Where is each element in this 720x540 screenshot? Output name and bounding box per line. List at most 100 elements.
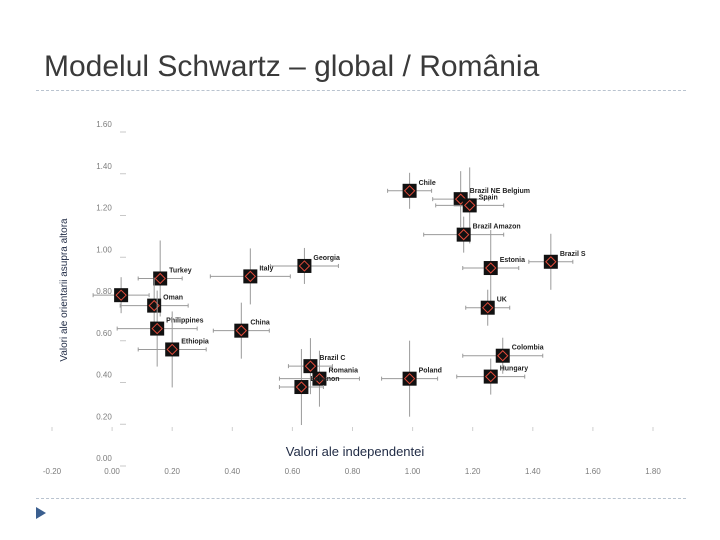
data-point: Hungary xyxy=(456,358,528,395)
data-point: China xyxy=(212,302,270,359)
point-diamond xyxy=(295,381,308,393)
x-tick-label: 1.40 xyxy=(525,467,541,476)
point-diamond xyxy=(166,343,178,356)
data-point: Philippines xyxy=(116,290,204,367)
title-divider xyxy=(36,90,686,91)
data-point: Brazil S xyxy=(528,233,586,290)
point-diamond xyxy=(497,350,509,362)
point-marker xyxy=(456,227,471,242)
point-marker xyxy=(303,359,318,374)
point-marker xyxy=(402,371,417,386)
y-tick-label: 1.60 xyxy=(96,120,112,129)
point-diamond xyxy=(485,262,497,274)
point-marker xyxy=(153,271,168,286)
footer-divider xyxy=(36,498,686,499)
point-marker xyxy=(234,323,249,338)
y-tick-label: 1.20 xyxy=(96,204,112,213)
data-point: Spain xyxy=(435,167,505,244)
point-label: Chile xyxy=(419,180,436,187)
point-diamond xyxy=(298,260,311,272)
point-marker xyxy=(243,269,258,284)
point-diamond xyxy=(154,272,166,285)
point-diamond xyxy=(403,185,416,197)
y-tick-label: 0.80 xyxy=(96,287,112,296)
data-point: Turkey xyxy=(137,240,192,317)
scatter-chart: 0.00 0.20 0.40 0.60 0.80 1.00 1.20 1.40 1.60 -0.… xyxy=(43,120,661,476)
data-point: Italy xyxy=(209,248,291,305)
x-axis-ticks: -0.20 0.00 0.20 0.40 0.60 0.80 1.00 1.20 1.40 1.6… xyxy=(43,427,661,476)
point-diamond xyxy=(151,322,163,335)
point-diamond xyxy=(482,301,494,314)
y-axis-ticks: 0.00 0.20 0.40 0.60 0.80 1.00 1.20 1.40 1.60 xyxy=(96,120,126,467)
y-tick-label: 1.40 xyxy=(96,162,112,171)
point-marker xyxy=(114,288,129,303)
x-tick-label: 0.80 xyxy=(345,467,361,476)
point-marker xyxy=(165,342,180,357)
data-point: Colombia xyxy=(462,337,544,374)
y-tick-label: 0.40 xyxy=(96,371,112,380)
x-tick-label: 1.60 xyxy=(585,467,601,476)
point-marker xyxy=(312,371,327,386)
data-point: Romania xyxy=(278,350,360,407)
x-tick-label: 1.20 xyxy=(465,467,481,476)
data-point: Estonia xyxy=(462,230,525,307)
point-label: Poland xyxy=(419,368,442,375)
point-label: Oman xyxy=(163,295,183,302)
point-marker xyxy=(543,254,558,269)
point-label: Spain xyxy=(479,194,498,201)
data-point: Chile xyxy=(387,172,436,209)
y-axis-label: Valori ale orientarii asupra altora xyxy=(59,218,70,362)
data-point: Lebanon xyxy=(278,349,340,426)
point-label: Brazil NE Belgium xyxy=(470,188,530,195)
data-point: Oman xyxy=(119,277,189,334)
point-diamond xyxy=(403,372,416,385)
point-marker xyxy=(462,198,477,213)
data-point: Ethiopia xyxy=(137,311,209,388)
point-label: Italy xyxy=(259,265,273,272)
x-tick-label: -0.20 xyxy=(43,467,62,476)
point-label: Philippines xyxy=(166,318,203,325)
x-tick-label: 0.20 xyxy=(164,467,180,476)
x-tick-label: 1.00 xyxy=(405,467,421,476)
point-label: Ethiopia xyxy=(181,338,209,345)
point-diamond xyxy=(545,256,557,268)
point-marker xyxy=(480,300,495,315)
x-tick-label: 0.00 xyxy=(104,467,120,476)
point-label: Lebanon xyxy=(310,376,339,383)
data-point: Georgia xyxy=(269,247,340,284)
point-marker xyxy=(483,369,498,384)
data-point: Poland xyxy=(381,340,442,417)
point-diamond xyxy=(313,372,326,385)
point-diamond xyxy=(115,289,127,301)
x-tick-label: 0.40 xyxy=(225,467,241,476)
point-label: Brazil S xyxy=(560,251,586,258)
point-diamond xyxy=(454,193,467,205)
point-label: China xyxy=(250,320,270,327)
data-point xyxy=(92,277,150,314)
y-tick-label: 0.20 xyxy=(96,412,112,421)
point-diamond xyxy=(235,324,248,337)
x-tick-label: 0.60 xyxy=(285,467,301,476)
point-marker xyxy=(294,380,309,395)
point-marker xyxy=(150,321,165,336)
slide-bullet-icon xyxy=(36,507,46,519)
x-axis-label: Valori ale independentei xyxy=(286,444,425,459)
point-label: Turkey xyxy=(169,267,192,274)
point-marker xyxy=(495,348,510,363)
data-point: Brazil Amazon xyxy=(423,216,521,253)
point-diamond xyxy=(304,360,317,372)
slide-title: Modelul Schwartz – global / România xyxy=(44,50,540,83)
point-label: Georgia xyxy=(313,255,340,262)
point-diamond xyxy=(244,270,257,283)
data-point: UK xyxy=(465,289,511,326)
point-label: Romania xyxy=(328,368,358,375)
point-diamond xyxy=(457,228,470,241)
point-marker xyxy=(297,258,312,273)
point-label: Brazil C xyxy=(319,355,345,362)
point-label: Brazil Amazon xyxy=(473,224,521,231)
y-tick-label: 1.00 xyxy=(96,245,112,254)
point-diamond xyxy=(463,199,476,212)
x-tick-label: 1.80 xyxy=(645,467,661,476)
point-label: UK xyxy=(497,297,507,304)
